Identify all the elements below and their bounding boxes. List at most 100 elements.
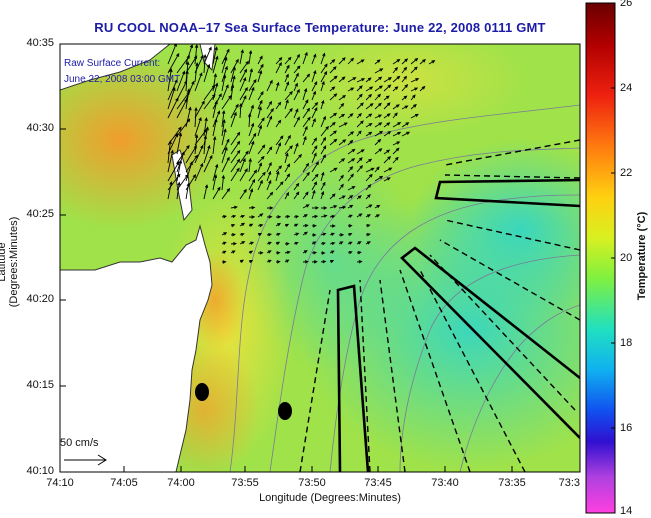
current-vector xyxy=(230,233,236,237)
current-vector xyxy=(329,241,336,246)
current-vector xyxy=(293,116,300,128)
current-vector xyxy=(293,72,299,83)
current-vector xyxy=(302,116,311,128)
current-vector xyxy=(311,70,317,83)
current-vector xyxy=(167,97,179,119)
current-vector xyxy=(239,157,246,173)
current-vector xyxy=(221,232,228,236)
current-vector xyxy=(365,158,373,164)
current-vector xyxy=(392,131,402,137)
current-vector xyxy=(194,106,198,128)
current-vector xyxy=(257,117,265,128)
current-vector xyxy=(266,79,273,92)
current-vector xyxy=(329,130,338,137)
current-vector xyxy=(329,59,336,65)
current-vector xyxy=(356,130,362,137)
current-vector xyxy=(374,138,382,146)
current-vector xyxy=(347,204,354,209)
surface-current-arrows xyxy=(167,44,436,264)
current-vector xyxy=(239,102,243,119)
current-vector xyxy=(320,206,328,210)
current-vector xyxy=(248,169,258,182)
current-vector xyxy=(374,204,381,209)
current-vector xyxy=(329,193,336,200)
x-tick-label: 73:55 xyxy=(231,477,259,489)
current-vector xyxy=(410,66,418,74)
current-vector xyxy=(311,241,317,245)
current-vector xyxy=(347,214,353,218)
current-vector xyxy=(257,162,263,173)
current-vector xyxy=(293,142,299,155)
current-vector xyxy=(302,125,308,137)
current-vector xyxy=(221,241,227,245)
current-vector xyxy=(410,57,419,65)
current-vector xyxy=(320,190,325,200)
current-vector xyxy=(221,119,226,137)
current-vector xyxy=(194,62,199,83)
current-vector xyxy=(230,214,237,219)
x-tick-label: 73:40 xyxy=(431,477,459,489)
current-vector xyxy=(257,70,263,83)
current-vector xyxy=(266,161,272,173)
current-vector xyxy=(221,138,230,155)
current-vector xyxy=(221,250,227,254)
x-tick-label: 74:05 xyxy=(110,477,138,489)
y-tick-label: 40:15 xyxy=(26,379,54,391)
current-vector xyxy=(167,52,180,74)
current-vector xyxy=(221,156,230,173)
x-tick-label: 73:45 xyxy=(364,477,392,489)
current-vector xyxy=(212,73,218,92)
current-vector xyxy=(266,233,273,237)
current-vector xyxy=(338,233,345,237)
y-tick-label: 40:25 xyxy=(26,208,54,220)
current-vector xyxy=(347,194,354,200)
current-vector xyxy=(356,93,363,101)
current-vector xyxy=(347,113,354,119)
colorbar-tick-label: 22 xyxy=(620,167,633,179)
colorbar-tick-label: 14 xyxy=(620,505,633,517)
current-vector xyxy=(365,77,372,83)
current-vector xyxy=(221,128,227,146)
current-vector xyxy=(383,122,391,128)
current-vector xyxy=(257,99,263,110)
current-vector xyxy=(347,158,356,164)
current-vector xyxy=(293,223,299,227)
current-vector xyxy=(248,68,253,83)
current-vector xyxy=(284,134,291,146)
x-tick-label: 74:00 xyxy=(167,477,195,489)
current-vector xyxy=(347,148,356,155)
current-vector xyxy=(374,175,384,182)
current-vector xyxy=(275,260,281,264)
current-vector xyxy=(230,158,241,173)
current-vector xyxy=(266,170,272,182)
current-vector xyxy=(338,94,347,101)
current-vector xyxy=(311,260,318,264)
current-vector xyxy=(257,106,262,119)
current-vector xyxy=(365,123,373,128)
current-vector xyxy=(338,183,344,191)
x-axis-label: Longitude (Degrees:Minutes) xyxy=(259,492,401,504)
current-vector xyxy=(230,103,239,119)
current-vector xyxy=(302,135,307,146)
current-vector xyxy=(302,107,310,119)
current-vector xyxy=(203,184,209,200)
current-vector xyxy=(365,204,373,209)
current-vector xyxy=(356,157,363,164)
current-vector xyxy=(176,181,181,200)
y-tick-label: 40:20 xyxy=(26,293,54,305)
current-vector xyxy=(275,222,281,227)
current-vector xyxy=(176,80,188,101)
current-vector xyxy=(212,174,218,191)
current-vector xyxy=(311,189,316,200)
current-vector xyxy=(167,140,172,164)
current-vector xyxy=(203,134,208,155)
current-vector xyxy=(383,177,391,182)
current-vector xyxy=(230,83,235,101)
current-vector xyxy=(356,260,363,264)
current-vector xyxy=(266,108,274,119)
current-vector xyxy=(347,250,353,255)
current-vector xyxy=(194,162,204,182)
current-vector xyxy=(347,139,354,146)
current-vector xyxy=(428,60,436,65)
station-markers xyxy=(195,383,292,420)
